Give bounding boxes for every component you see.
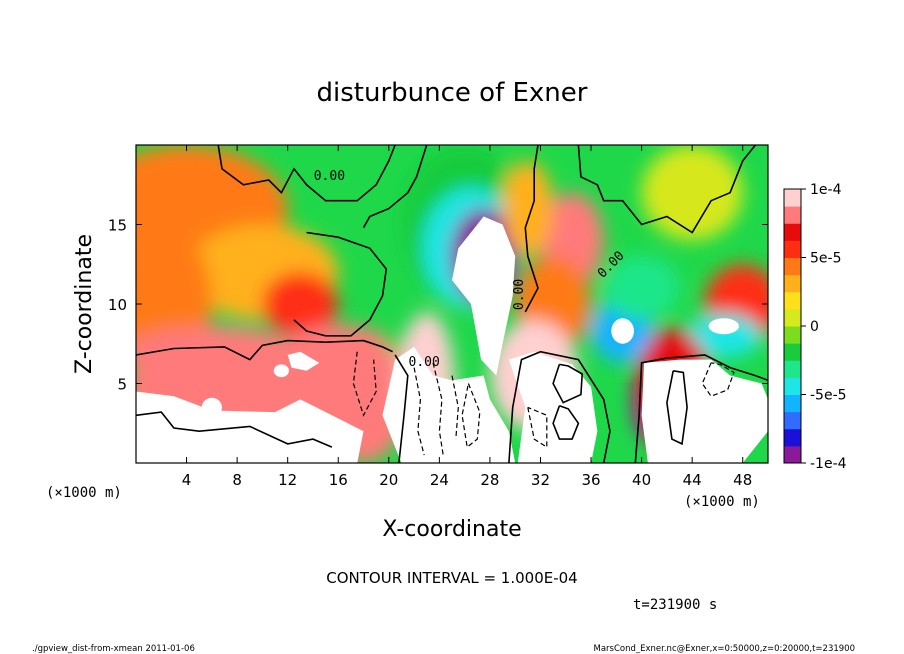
- saturated-spot: [611, 318, 635, 344]
- x-tick-label: 4: [182, 471, 192, 489]
- colorbar-band: [784, 291, 801, 310]
- contour-value-label: 0.00: [409, 355, 440, 370]
- negative-contours: [352, 351, 735, 456]
- saturated-region: [452, 216, 516, 376]
- contour-line: [293, 231, 388, 337]
- colorbar-band: [784, 326, 801, 344]
- colorbar-band: [784, 377, 801, 395]
- contour-line: [394, 354, 409, 463]
- y-tick-label: 15: [108, 217, 127, 235]
- colorbar-band: [784, 308, 801, 327]
- x-unit-left: (×1000 m): [46, 485, 122, 501]
- colorbar-band: [784, 428, 801, 447]
- dashed-contour: [701, 362, 735, 397]
- time-text: t=231900 s: [633, 597, 717, 613]
- colorbar-band: [784, 274, 801, 293]
- contour-line: [524, 145, 539, 313]
- x-tick-label: 36: [581, 471, 600, 489]
- x-tick-label: 20: [379, 471, 398, 489]
- contour-line: [136, 411, 333, 448]
- colorbar-band: [784, 411, 801, 430]
- colorbar-band: [784, 240, 801, 258]
- y-tick-label: 5: [117, 376, 127, 394]
- saturated-spot: [201, 397, 222, 417]
- contour-value-label: 0.00: [314, 169, 345, 184]
- saturated-spot: [273, 364, 289, 378]
- x-tick-label: 8: [232, 471, 242, 489]
- contour-line: [217, 145, 396, 202]
- field-blob: [262, 272, 339, 336]
- x-tick-label: 12: [278, 471, 297, 489]
- saturated-spot: [708, 318, 739, 335]
- colorbar-band: [784, 189, 801, 207]
- zero-contours: [136, 145, 768, 463]
- contour-line: [634, 354, 768, 463]
- x-tick-label: 32: [531, 471, 550, 489]
- colorbar-band: [784, 394, 801, 413]
- field-shading: [136, 145, 768, 463]
- field-blob: [685, 313, 762, 359]
- saturated-region: [508, 351, 598, 463]
- dashed-contour: [352, 351, 377, 417]
- y-axis: 5 10 15: [108, 217, 768, 394]
- saturated-region: [641, 359, 768, 463]
- contour-line: [362, 145, 428, 229]
- x-tick-label: 40: [632, 471, 651, 489]
- colorbar-band: [784, 206, 801, 224]
- contour-line: [136, 339, 393, 361]
- dashed-contour: [451, 375, 459, 440]
- colorbar-tick-label: 5e-5: [810, 251, 841, 267]
- field-blob: [502, 160, 554, 257]
- saturated-region: [287, 351, 320, 371]
- colorbar-band: [784, 360, 801, 378]
- colorbar-tick-label: 0: [810, 319, 819, 335]
- colorbar-tick-label: 1e-4: [810, 182, 842, 198]
- x-tick-label: 24: [430, 471, 449, 489]
- field-blob: [603, 256, 680, 320]
- x-tick-label: 48: [733, 471, 752, 489]
- x-tick-label: 44: [683, 471, 702, 489]
- contour-interval-text: CONTOUR INTERVAL = 1.000E-04: [326, 569, 577, 587]
- field-blob: [641, 145, 743, 241]
- colorbar-band: [784, 257, 801, 276]
- colorbar-tick-label: -5e-5: [810, 388, 847, 404]
- contour-line: [552, 363, 584, 404]
- colorbar-tick-label: -1e-4: [810, 456, 847, 472]
- chart-title: disturbunce of Exner: [317, 78, 588, 108]
- contour-line: [577, 145, 757, 234]
- dashed-contour: [432, 362, 444, 456]
- colorbar-band: [784, 343, 801, 361]
- contour-value-label: 0.00: [512, 279, 527, 310]
- x-axis: 4 8 12 16 20 24 28 32 36 40 44 48: [182, 145, 752, 489]
- x-unit-right: (×1000 m): [684, 494, 760, 510]
- plot-area: [136, 145, 768, 463]
- footer-right: MarsCond_Exner.nc@Exner,x=0:50000,z=0:20…: [593, 644, 855, 654]
- contour-line: [552, 405, 580, 440]
- y-tick-label: 10: [108, 296, 127, 314]
- contour-line: [666, 370, 688, 446]
- colorbar-band: [784, 445, 801, 464]
- x-tick-label: 28: [480, 471, 499, 489]
- footer-left: ./gpview_dist-from-xmean 2011-01-06: [32, 644, 195, 654]
- contour-line: [508, 350, 611, 463]
- x-axis-label: X-coordinate: [382, 517, 521, 542]
- dashed-contour: [413, 367, 425, 456]
- dashed-contour: [461, 383, 481, 449]
- x-tick-label: 16: [329, 471, 348, 489]
- y-axis-label: Z-coordinate: [72, 234, 97, 374]
- colorbar: 1e-4 5e-5 0 -5e-5 -1e-4: [783, 182, 847, 472]
- colorbar-band: [784, 223, 801, 241]
